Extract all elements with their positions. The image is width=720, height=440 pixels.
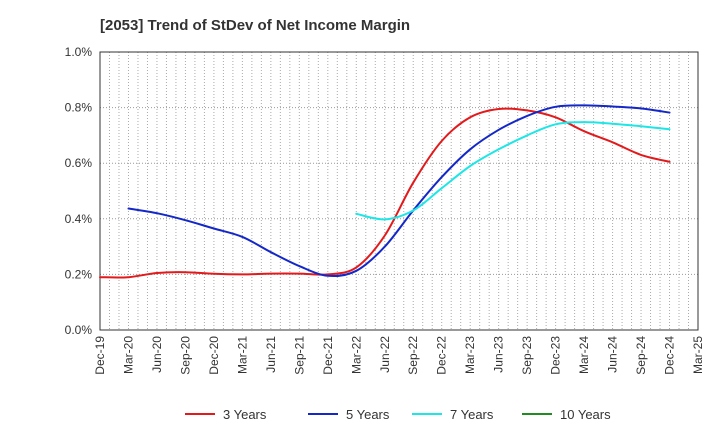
x-tick-label: Dec-22 xyxy=(435,336,449,375)
x-tick-label: Jun-24 xyxy=(606,336,620,373)
x-tick-label: Dec-20 xyxy=(207,336,221,375)
y-tick-label: 0.0% xyxy=(65,323,93,337)
y-tick-label: 0.4% xyxy=(65,212,93,226)
x-tick-label: Dec-21 xyxy=(321,336,335,375)
series-line-5-years xyxy=(127,104,671,278)
legend-label: 7 Years xyxy=(450,407,494,422)
x-tick-label: Mar-24 xyxy=(577,336,591,374)
x-tick-label: Mar-22 xyxy=(349,336,363,374)
chart-title: [2053] Trend of StDev of Net Income Marg… xyxy=(100,17,410,34)
y-tick-label: 1.0% xyxy=(65,45,93,59)
x-tick-label: Jun-20 xyxy=(150,336,164,373)
y-axis-ticks: 0.0% 0.2% 0.4% 0.6% 0.8% 1.0% xyxy=(65,45,93,337)
y-tick-label: 0.8% xyxy=(65,101,93,115)
x-tick-label: Jun-23 xyxy=(492,336,506,373)
series-lines xyxy=(99,104,671,279)
grid xyxy=(99,51,699,331)
x-tick-label: Sep-21 xyxy=(292,336,306,375)
x-tick-label: Sep-22 xyxy=(406,336,420,375)
x-axis-ticks: Dec-19 Mar-20 Jun-20 Sep-20 Dec-20 Mar-21 Jun-… xyxy=(93,336,705,375)
x-tick-label: Sep-24 xyxy=(634,336,648,375)
x-tick-label: Mar-21 xyxy=(235,336,249,374)
legend-label: 10 Years xyxy=(560,407,611,422)
x-tick-label: Dec-23 xyxy=(549,336,563,375)
legend: 3 Years 5 Years 7 Years 10 Years xyxy=(185,407,611,422)
legend-label: 5 Years xyxy=(346,407,390,422)
x-tick-label: Dec-24 xyxy=(663,336,677,375)
x-tick-label: Jun-21 xyxy=(264,336,278,373)
series-line-7-years xyxy=(355,121,671,221)
x-tick-label: Sep-20 xyxy=(178,336,192,375)
y-tick-label: 0.2% xyxy=(65,267,93,281)
x-tick-label: Sep-23 xyxy=(520,336,534,375)
legend-label: 3 Years xyxy=(223,407,267,422)
plot-frame xyxy=(99,51,699,331)
series-line-3-years xyxy=(99,107,671,279)
y-tick-label: 0.6% xyxy=(65,156,93,170)
x-tick-label: Jun-22 xyxy=(378,336,392,373)
x-tick-label: Mar-25 xyxy=(691,336,705,374)
x-tick-label: Mar-20 xyxy=(121,336,135,374)
x-tick-label: Mar-23 xyxy=(463,336,477,374)
x-tick-label: Dec-19 xyxy=(93,336,107,375)
